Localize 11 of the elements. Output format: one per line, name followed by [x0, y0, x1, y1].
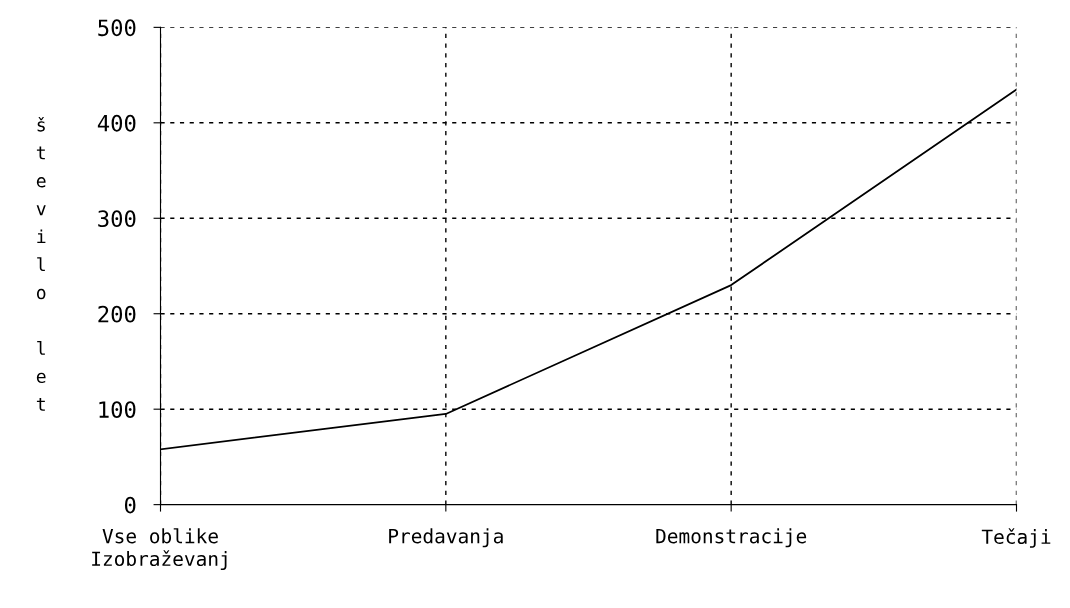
x-tick-label: Predavanja: [389, 528, 503, 548]
y-tick-label: 300: [98, 210, 136, 228]
x-tick-label: Tečaji: [981, 528, 1051, 548]
y-tick-label: 100: [99, 401, 136, 418]
text: število let: [36, 116, 46, 411]
y-tick-label: 200: [98, 305, 136, 323]
y-tick-label: 0: [124, 496, 136, 514]
x-tick-label: Demonstracije: [656, 528, 807, 548]
y-tick-label: 500: [98, 19, 136, 37]
y-tick-label: 400: [97, 114, 136, 132]
x-tick-label: Vse oblike Izobraževanj: [92, 528, 227, 570]
